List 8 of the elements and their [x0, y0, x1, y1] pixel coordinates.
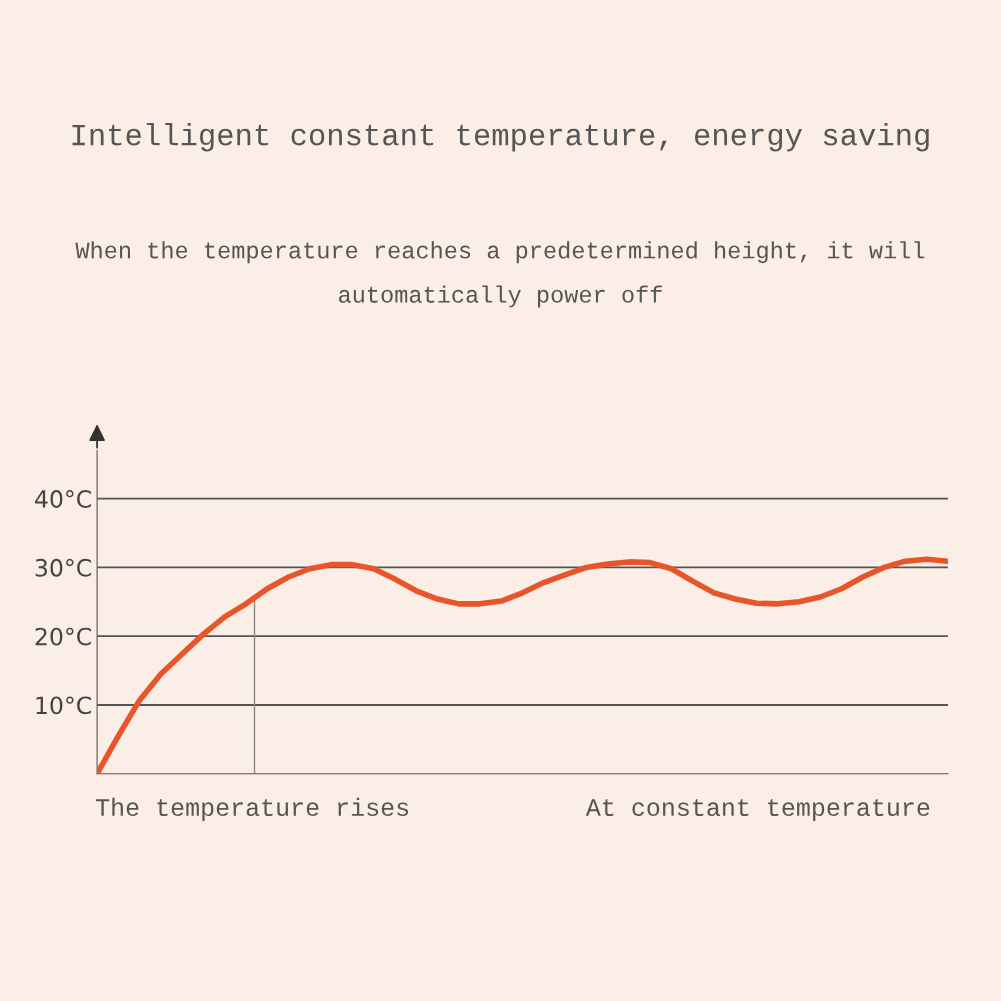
y-tick-label: 10°C — [36, 696, 91, 715]
text: At constant temperature — [585, 799, 930, 821]
y-tick-label: 20°C — [35, 627, 91, 646]
y-tick-label: 40°C — [35, 490, 91, 508]
chart-subtitle: When the temperature reaches a predetermined height, it will automatically power off — [75, 241, 925, 308]
y-tick-label: 30°C — [35, 558, 91, 577]
text: The temperature rises — [96, 797, 409, 821]
chart-title: Intelligent constant temperature, energy saving — [72, 123, 929, 152]
